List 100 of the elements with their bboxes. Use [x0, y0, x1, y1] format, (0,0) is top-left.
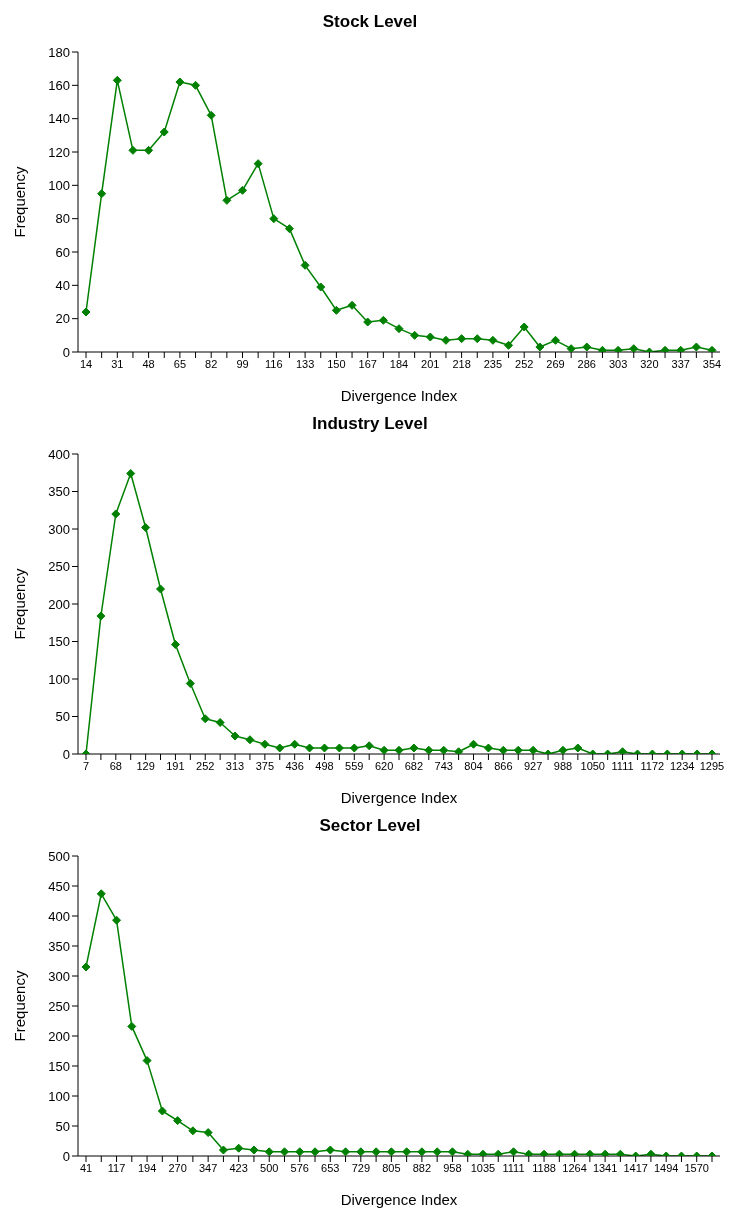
point: [493, 1149, 503, 1156]
point: [463, 1149, 473, 1156]
x-tick-label: 347: [198, 1161, 218, 1174]
point: [509, 1147, 519, 1156]
x-tick-label: 303: [608, 357, 628, 370]
point: [660, 345, 670, 352]
x-tick-label: 988: [553, 759, 573, 772]
x-tick-label: 805: [382, 1161, 401, 1174]
x-tick-label: 1035: [470, 1161, 496, 1174]
y-axis-title: Frequency: [11, 166, 29, 238]
y-tick-label: 0: [62, 1148, 70, 1164]
point: [284, 224, 294, 234]
point: [334, 743, 344, 753]
y-tick-label: 300: [48, 521, 70, 537]
y-tick-label: 160: [48, 77, 70, 93]
point: [238, 185, 247, 195]
x-tick-label: 423: [229, 1161, 248, 1174]
y-tick-label: 0: [62, 344, 70, 360]
x-tick-label: 68: [109, 759, 122, 772]
point: [222, 195, 232, 205]
point: [615, 1149, 625, 1156]
point: [483, 743, 493, 753]
y-tick-label: 250: [48, 998, 70, 1014]
point: [363, 317, 373, 327]
y-tick-label: 120: [48, 144, 70, 160]
point: [300, 260, 310, 270]
y-tick-label: 40: [55, 277, 70, 293]
point: [439, 745, 449, 754]
x-tick-label: 117: [107, 1161, 126, 1174]
point: [305, 743, 315, 753]
y-tick-label: 20: [55, 311, 70, 327]
point: [159, 127, 169, 137]
point: [582, 342, 592, 352]
point: [173, 1116, 183, 1126]
point: [472, 334, 482, 344]
x-tick-label: 1570: [684, 1161, 709, 1174]
x-tick-label: 201: [421, 357, 440, 370]
x-tick-label: 804: [464, 759, 483, 772]
point: [535, 342, 545, 352]
point: [141, 523, 151, 532]
x-tick-label: 498: [315, 759, 334, 772]
x-tick-label: 653: [321, 1161, 340, 1174]
point: [111, 509, 121, 519]
point: [417, 1147, 427, 1156]
x-tick-label: 576: [290, 1161, 309, 1174]
x-tick-label: 129: [136, 759, 155, 772]
point: [379, 745, 389, 754]
point: [347, 300, 357, 310]
y-tick-label: 100: [48, 671, 70, 687]
y-tick-label: 200: [48, 596, 70, 612]
x-tick-label: 1264: [562, 1161, 587, 1174]
point: [341, 1147, 351, 1156]
point: [127, 1021, 137, 1031]
y-tick-label: 500: [48, 848, 70, 864]
point: [364, 741, 374, 751]
point: [249, 1145, 259, 1155]
point: [554, 1149, 564, 1156]
y-tick-label: 200: [48, 1028, 70, 1044]
y-tick-label: 0: [62, 746, 70, 762]
point: [290, 739, 300, 749]
x-tick-label: 729: [351, 1161, 371, 1174]
point: [349, 743, 359, 753]
point: [539, 1149, 549, 1156]
point: [488, 335, 498, 345]
y-tick-label: 350: [48, 938, 70, 954]
point: [469, 739, 479, 749]
x-tick-label: 150: [327, 357, 346, 370]
x-tick-label: 82: [205, 357, 218, 370]
point: [245, 735, 255, 745]
point: [331, 305, 341, 315]
point: [175, 77, 185, 87]
point: [447, 1147, 457, 1156]
x-tick-label: 218: [452, 357, 471, 370]
point: [275, 743, 285, 753]
point: [513, 745, 523, 754]
point: [142, 1056, 152, 1066]
y-tick-label: 300: [48, 968, 70, 984]
x-tick-label: 252: [196, 759, 215, 772]
x-tick-label: 286: [577, 357, 596, 370]
x-tick-label: 866: [494, 759, 513, 772]
point: [409, 743, 419, 753]
point: [691, 342, 701, 352]
point: [203, 1128, 213, 1138]
point: [325, 1145, 335, 1155]
point: [600, 1149, 610, 1156]
y-tick-label: 100: [48, 177, 70, 193]
x-tick-label: 14: [79, 357, 93, 370]
point: [618, 747, 628, 754]
y-tick-label: 140: [48, 111, 70, 127]
point: [188, 1126, 198, 1136]
point: [356, 1147, 366, 1156]
point: [707, 345, 717, 352]
x-tick-label: 65: [173, 357, 187, 370]
point: [96, 611, 106, 621]
x-tick-label: 1172: [640, 759, 665, 772]
point: [597, 345, 607, 352]
x-axis-title: Divergence Index: [340, 788, 458, 806]
y-tick-label: 150: [48, 1058, 70, 1074]
point: [81, 962, 91, 972]
x-tick-label: 337: [671, 357, 690, 370]
